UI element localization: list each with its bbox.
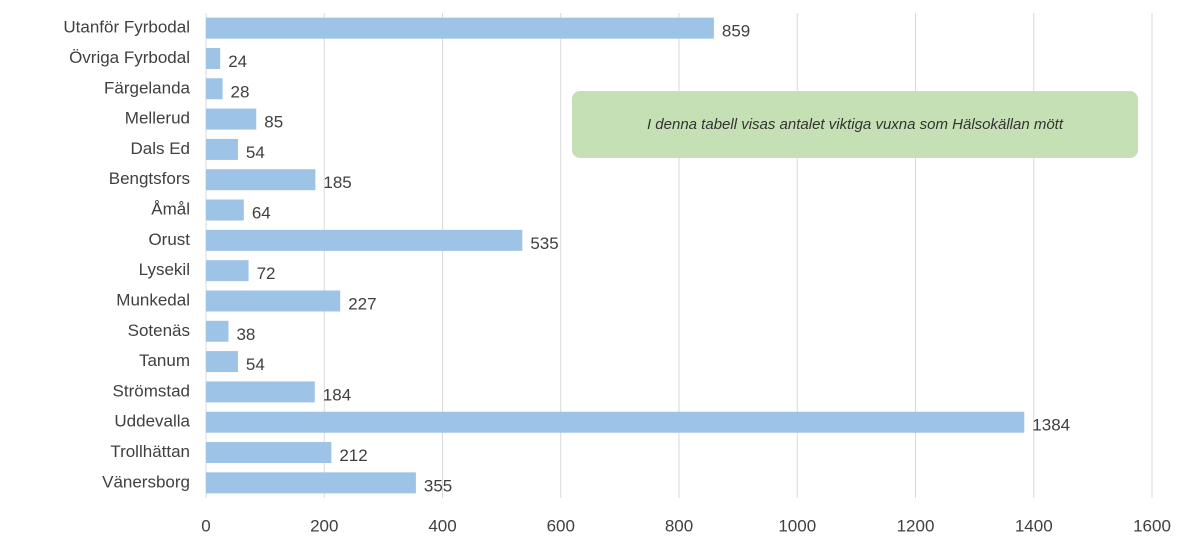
y-tick-label: Strömstad <box>113 381 190 400</box>
y-tick-label: Munkedal <box>116 290 190 309</box>
data-label: 54 <box>246 143 265 162</box>
y-tick-label: Bengtsfors <box>109 169 190 188</box>
y-tick-label: Lysekil <box>139 260 190 279</box>
bar <box>206 351 238 373</box>
data-label: 64 <box>252 204 271 223</box>
data-label: 184 <box>323 385 351 404</box>
bar <box>206 78 223 100</box>
bar <box>206 47 221 69</box>
bar <box>206 108 257 130</box>
annotation-box <box>572 91 1138 158</box>
data-label: 535 <box>530 234 558 253</box>
y-tick-label: Vänersborg <box>102 472 190 491</box>
y-tick-label: Tanum <box>139 351 190 370</box>
bar <box>206 411 1025 433</box>
bar <box>206 290 341 312</box>
y-tick-label: Sotenäs <box>128 321 190 340</box>
annotation: I denna tabell visas antalet viktiga vux… <box>647 116 1064 133</box>
data-label: 24 <box>228 52 247 71</box>
bar <box>206 381 315 403</box>
x-tick-label: 0 <box>201 516 210 535</box>
data-label: 859 <box>722 22 750 41</box>
data-label: 38 <box>236 325 255 344</box>
x-tick-label: 1000 <box>778 516 816 535</box>
data-label: 212 <box>339 446 367 465</box>
bar <box>206 260 249 282</box>
bar <box>206 169 316 191</box>
bar <box>206 472 416 494</box>
y-tick-label: Trollhättan <box>110 442 190 461</box>
data-label: 1384 <box>1032 416 1070 435</box>
data-label: 227 <box>348 294 376 313</box>
y-tick-label: Utanför Fyrbodal <box>63 18 190 37</box>
x-tick-label: 1600 <box>1133 516 1171 535</box>
bar <box>206 442 332 464</box>
bar <box>206 17 714 39</box>
y-tick-label: Färgelanda <box>104 78 191 97</box>
y-tick-label: Övriga Fyrbodal <box>69 48 190 67</box>
data-label: 85 <box>264 113 283 132</box>
bar <box>206 199 244 221</box>
x-tick-label: 1200 <box>897 516 935 535</box>
data-label: 54 <box>246 355 265 374</box>
data-label: 185 <box>323 173 351 192</box>
data-label: 28 <box>231 82 250 101</box>
y-tick-label: Mellerud <box>125 109 190 128</box>
bar <box>206 320 229 342</box>
y-tick-label: Dals Ed <box>130 139 190 158</box>
y-tick-label: Åmål <box>151 200 190 219</box>
data-label: 355 <box>424 476 452 495</box>
y-tick-label: Uddevalla <box>114 412 190 431</box>
x-tick-label: 600 <box>547 516 575 535</box>
data-label: 72 <box>257 264 276 283</box>
y-tick-label: Orust <box>148 230 190 249</box>
bar <box>206 138 238 160</box>
x-tick-label: 200 <box>310 516 338 535</box>
x-tick-label: 400 <box>428 516 456 535</box>
bar <box>206 229 523 251</box>
x-tick-label: 1400 <box>1015 516 1053 535</box>
x-tick-label: 800 <box>665 516 693 535</box>
